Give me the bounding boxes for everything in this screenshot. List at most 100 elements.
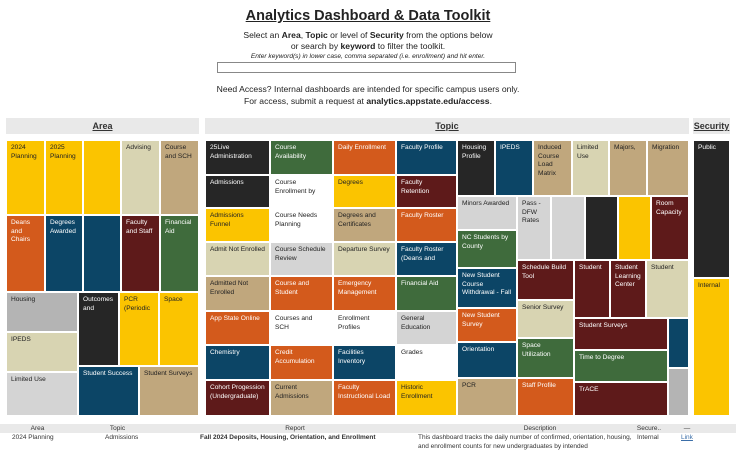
access-request-line: For access, submit a request at analytic…: [0, 96, 736, 106]
topic-tile-cohort-progression[interactable]: Cohort Progession (Undergraduate): [205, 380, 270, 416]
topic-tile-admissions[interactable]: Admissions: [205, 175, 270, 208]
topic-tile-course-enrollment-by[interactable]: Course Enrollment by: [270, 175, 333, 208]
area-tile-2025-planning[interactable]: 2025 Planning: [45, 140, 83, 215]
topic-tile-staff-profile[interactable]: Staff Profile: [517, 378, 574, 416]
topic-tile-time-to-degree[interactable]: Time to Degree: [574, 350, 668, 382]
topic-tile-credit-accumulation[interactable]: Credit Accumulation: [270, 345, 333, 380]
topic-tile-minors-awarded[interactable]: Minors Awarded: [457, 196, 517, 230]
topic-tile-admitted-not-enrolled[interactable]: Admitted Not Enrolled: [205, 276, 270, 311]
topic-tile-enrollment-profiles[interactable]: Enrollment Profiles: [333, 311, 396, 345]
page-title: Analytics Dashboard & Data Toolkit: [245, 8, 491, 24]
row-report[interactable]: Fall 2024 Deposits, Housing, Orientation…: [200, 434, 376, 441]
topic-tile-trace[interactable]: TrACE: [574, 382, 668, 416]
area-tile-degrees-awarded[interactable]: Degrees Awarded: [45, 215, 83, 292]
col-header-report[interactable]: Report: [285, 425, 305, 432]
area-tile-2024-planning[interactable]: 2024 Planning: [6, 140, 45, 215]
topic-tile-ipeds[interactable]: IPEDS: [495, 140, 533, 196]
row-description: This dashboard tracks the daily number o…: [418, 434, 632, 450]
intro-text: from the options below: [403, 30, 493, 40]
topic-tile-new-student-withdrawal[interactable]: New Student Course Withdrawal - Fall: [457, 268, 517, 308]
col-header-security[interactable]: Secure..: [636, 425, 662, 432]
topic-tile-nc-students-county[interactable]: NC Students by County: [457, 230, 517, 268]
topic-tile-faculty-roster-deans[interactable]: Faculty Roster (Deans and: [396, 242, 457, 276]
topic-tile-app-state-online[interactable]: App State Online: [205, 311, 270, 345]
topic-tile-faculty-instructional-load[interactable]: Faculty Instructional Load: [333, 380, 396, 416]
topic-tile-student-right[interactable]: Student: [646, 260, 689, 318]
topic-tile-historic-enrollment[interactable]: Historic Enrollment: [396, 380, 457, 416]
area-tile-financial-aid[interactable]: Financial Aid: [160, 215, 199, 292]
area-tile-pcr[interactable]: PCR (Periodic: [119, 292, 159, 366]
topic-tile-grades[interactable]: Grades: [396, 345, 457, 380]
topic-tile-daily-enrollment[interactable]: Daily Enrollment: [333, 140, 396, 175]
area-tile-limited-use[interactable]: Limited Use: [6, 372, 78, 416]
topic-tile-student[interactable]: Student: [574, 260, 610, 318]
col-header-area[interactable]: Area: [30, 425, 45, 432]
col-header-topic[interactable]: Topic: [109, 425, 126, 432]
topic-tile-schedule-build[interactable]: Schedule Build Tool: [517, 260, 574, 300]
topic-tile-induced-course-load[interactable]: Induced Course Load Matrix: [533, 140, 572, 196]
security-tile-public[interactable]: Public: [693, 140, 730, 278]
topic-tile-unlabeled-yellow[interactable]: [618, 196, 651, 260]
area-tile-housing[interactable]: Housing: [6, 292, 78, 332]
topic-tile-degrees-certificates[interactable]: Degrees and Certificates: [333, 208, 396, 242]
topic-tile-unlabeled-navy[interactable]: [668, 318, 689, 368]
topic-tile-student-surveys[interactable]: Student Surveys: [574, 318, 668, 350]
topic-tile-unlabeled-black[interactable]: [585, 196, 618, 260]
area-tile-student-success[interactable]: Student Success: [78, 366, 139, 416]
topic-tile-senior-survey[interactable]: Senior Survey: [517, 300, 574, 338]
topic-tile-25live[interactable]: 25Live Administration: [205, 140, 270, 175]
topic-tile-pass-dfw[interactable]: Pass - DFW Rates: [517, 196, 551, 260]
access-url-link[interactable]: analytics.appstate.edu/access: [366, 96, 490, 106]
area-tile-unlabeled[interactable]: [83, 140, 121, 215]
area-tile-faculty-staff[interactable]: Faculty and Staff: [121, 215, 160, 292]
security-tile-internal[interactable]: Internal: [693, 278, 730, 416]
topic-tile-faculty-profile[interactable]: Faculty Profile: [396, 140, 457, 175]
topic-tile-current-admissions[interactable]: Current Admissions: [270, 380, 333, 416]
topic-tile-pcr[interactable]: PCR: [457, 378, 517, 416]
keyword-search-input[interactable]: [217, 62, 516, 73]
row-link[interactable]: Link: [681, 434, 693, 441]
topic-tile-general-education[interactable]: General Education: [396, 311, 457, 345]
topic-tile-migration[interactable]: Migration: [647, 140, 689, 196]
intro-text: ,: [300, 30, 306, 40]
topic-tile-unlabeled-gray[interactable]: [551, 196, 585, 260]
topic-tile-space-utilization[interactable]: Space Utilization: [517, 338, 574, 378]
topic-tile-chemistry[interactable]: Chemistry: [205, 345, 270, 380]
topic-tile-unlabeled-gray-2[interactable]: [668, 368, 689, 416]
topic-tile-majors[interactable]: Majors,: [609, 140, 647, 196]
area-tile-outcomes[interactable]: Outcomes and: [78, 292, 119, 366]
intro-bold-security: Security: [369, 30, 404, 40]
area-tile-ipeds[interactable]: IPEDS: [6, 332, 78, 372]
row-area: 2024 Planning: [12, 434, 54, 441]
topic-tile-departure-survey[interactable]: Departure Survey: [333, 242, 396, 276]
area-tile-deans-chairs[interactable]: Deans and Chairs: [6, 215, 45, 292]
topic-tile-course-availability[interactable]: Course Availability: [270, 140, 333, 175]
area-panel-header: Area: [6, 118, 199, 134]
topic-tile-course-schedule-review[interactable]: Course Schedule Review: [270, 242, 333, 276]
topic-tile-course-and-student[interactable]: Course and Student: [270, 276, 333, 311]
area-tile-student-surveys[interactable]: Student Surveys: [139, 366, 199, 416]
topic-tile-degrees[interactable]: Degrees: [333, 175, 396, 208]
area-tile-advising[interactable]: Advising: [121, 140, 160, 215]
topic-tile-admissions-funnel[interactable]: Admissions Funnel: [205, 208, 270, 242]
col-header-description[interactable]: Description: [523, 425, 557, 432]
topic-tile-room-capacity[interactable]: Room Capacity: [651, 196, 689, 260]
topic-tile-faculty-retention[interactable]: Faculty Retention: [396, 175, 457, 208]
col-header-link[interactable]: —: [683, 425, 691, 432]
topic-tile-faculty-roster[interactable]: Faculty Roster: [396, 208, 457, 242]
area-tile-space[interactable]: Space: [159, 292, 199, 366]
topic-tile-admit-not-enrolled[interactable]: Admit Not Enrolled: [205, 242, 270, 276]
topic-tile-emergency-management[interactable]: Emergency Management: [333, 276, 396, 311]
area-tile-unlabeled-navy[interactable]: [83, 215, 121, 292]
topic-tile-housing-profile[interactable]: Housing Profile: [457, 140, 495, 196]
topic-tile-financial-aid[interactable]: Financial Aid: [396, 276, 457, 311]
topic-tile-student-learning-center[interactable]: Student Learning Center: [610, 260, 646, 318]
area-tile-course-sch[interactable]: Course and SCH: [160, 140, 199, 215]
topic-tile-limited-use[interactable]: Limited Use: [572, 140, 609, 196]
intro-text: or search by: [290, 41, 341, 51]
topic-tile-courses-sch[interactable]: Courses and SCH: [270, 311, 333, 345]
topic-tile-orientation[interactable]: Orientation: [457, 342, 517, 378]
topic-tile-course-needs-planning[interactable]: Course Needs Planning: [270, 208, 333, 242]
topic-tile-new-student-survey[interactable]: New Student Survey: [457, 308, 517, 342]
topic-tile-facilities-inventory[interactable]: Facilities Inventory: [333, 345, 396, 380]
